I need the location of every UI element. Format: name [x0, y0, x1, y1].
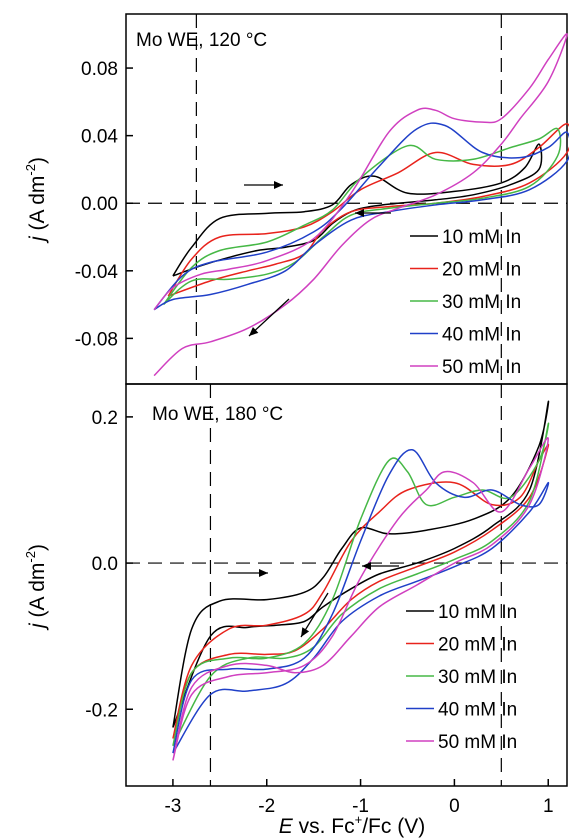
series-group-top: [153, 33, 569, 377]
y-tick-label: -0.04: [75, 262, 119, 283]
x-tick-label: -1: [352, 796, 369, 817]
legend-top: 10 mM In 20 mM In 30 mM In 40 mM In 50 mM In: [410, 227, 521, 378]
scan-arrow-head: [274, 181, 283, 189]
y-tick-label: 0.0: [92, 554, 118, 575]
legend-label: 20 mM In: [442, 260, 521, 281]
legend-label: 20 mM In: [438, 635, 517, 656]
legend-label: 10 mM In: [438, 602, 517, 623]
y-tick-label: -0.08: [75, 329, 118, 350]
y-tick-label: 0.00: [81, 194, 118, 215]
series-line-40-mm-in: [153, 122, 569, 311]
legend-label: 40 mM In: [438, 700, 517, 721]
scan-arrow-head: [362, 562, 371, 570]
x-tick-label: -2: [258, 796, 275, 817]
y-axis-title-bottom: j (A dm-2): [23, 544, 49, 631]
x-tick-label: 1: [543, 796, 554, 817]
x-tick-label: 0: [449, 796, 460, 817]
series-line-10-mm-in: [172, 400, 550, 728]
series-line-50-mm-in: [172, 437, 549, 761]
plot-frame-bottom: [125, 383, 568, 787]
scan-direction-arrows-bottom: [228, 562, 399, 638]
series-group-bottom: [172, 400, 550, 761]
x-tick-label: -3: [164, 796, 181, 817]
legend-bottom: 10 mM In 20 mM In 30 mM In 40 mM In 50 mM In: [406, 602, 517, 753]
legend-label: 50 mM In: [438, 732, 517, 753]
y-tick-label: -0.2: [85, 700, 118, 721]
legend-label: 30 mM In: [442, 292, 521, 313]
scan-arrow-shaft: [248, 298, 290, 337]
series-line-50-mm-in: [153, 33, 568, 377]
series-line-30-mm-in: [172, 422, 550, 747]
y-axis-ticks-top: 0.08 0.04 0.00 -0.04 -0.08: [75, 59, 133, 350]
series-line-30-mm-in: [162, 127, 562, 306]
y-tick-label: 0.08: [81, 59, 118, 80]
series-line-10-mm-in: [172, 143, 543, 277]
legend-label: 30 mM In: [438, 667, 517, 688]
legend-label: 10 mM In: [442, 227, 521, 248]
legend-label: 40 mM In: [442, 325, 521, 346]
scan-direction-arrows-top: [244, 181, 391, 337]
reference-lines-bottom: [126, 384, 567, 786]
x-axis-title: E vs. Fc+/Fc (V): [279, 812, 425, 838]
y-axis-ticks-bottom: 0.2 0.0 -0.2: [85, 408, 133, 721]
scan-arrow-head: [259, 569, 268, 577]
panel-bottom-180c: 0.2 0.0 -0.2 -3 -2 -1 0 1 Mo WE, 180 °C 10 mM …: [23, 383, 568, 817]
y-axis-title-top: j (A dm-2): [23, 157, 49, 244]
panel-title-top: Mo WE, 120 °C: [136, 30, 267, 51]
legend-label: 50 mM In: [442, 357, 521, 378]
series-line-20-mm-in: [172, 443, 550, 739]
y-tick-label: 0.04: [81, 127, 118, 148]
scan-arrow-head: [249, 326, 259, 336]
scan-arrow-head: [301, 627, 310, 637]
panel-top-120c: 0.08 0.04 0.00 -0.04 -0.08 Mo WE, 120 °C 10 …: [23, 13, 569, 385]
scan-arrow-head: [355, 209, 364, 217]
x-axis-ticks: -3 -2 -1 0 1: [164, 779, 554, 817]
panel-title-bottom: Mo WE, 180 °C: [152, 404, 283, 425]
y-tick-label: 0.2: [92, 408, 118, 429]
